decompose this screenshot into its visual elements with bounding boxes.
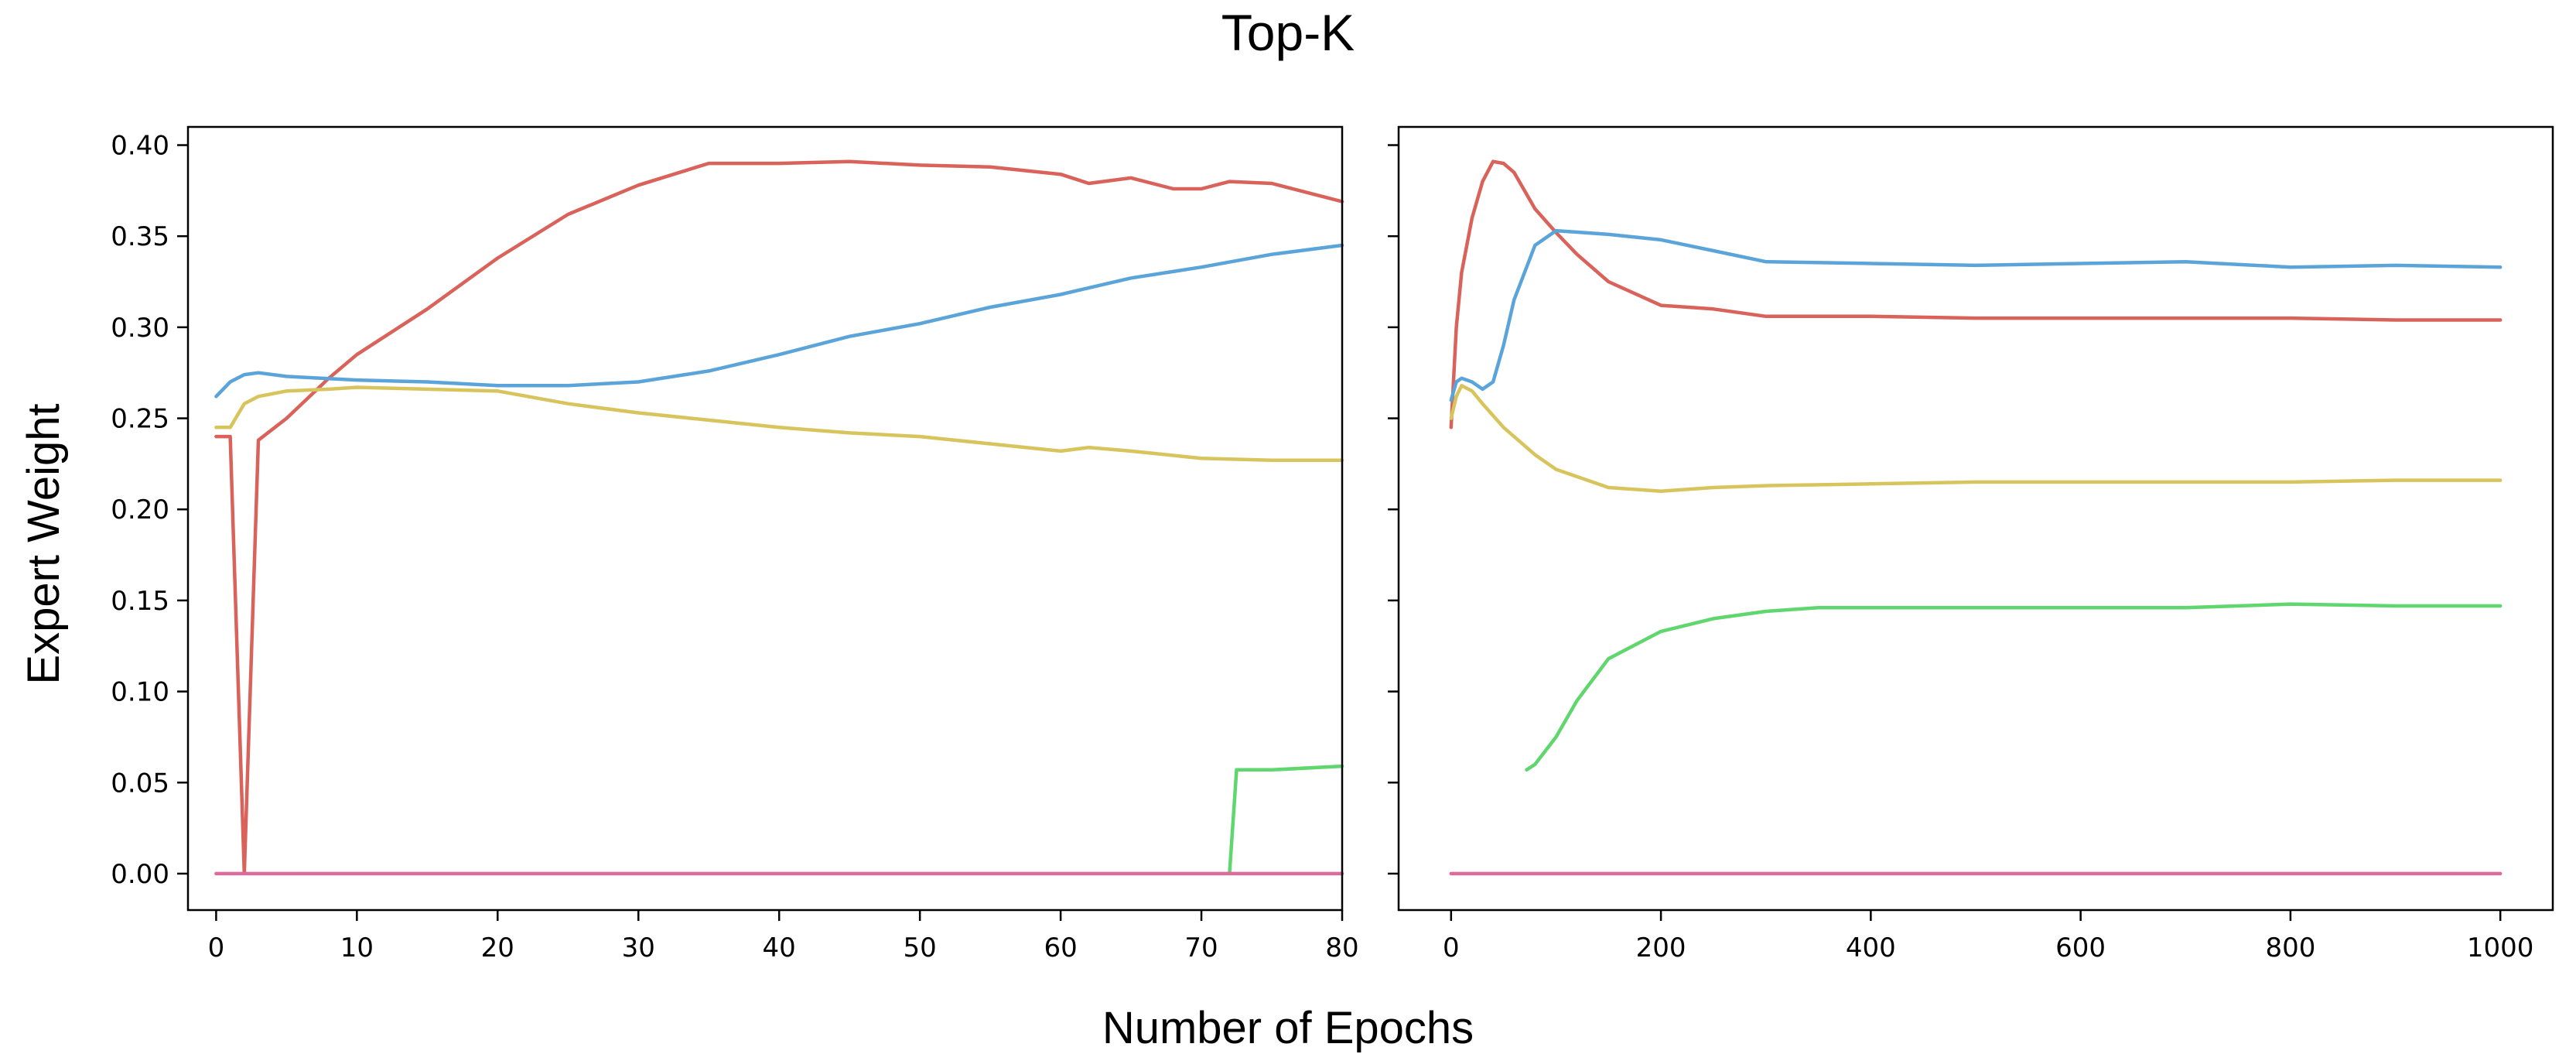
y-tick-label: 0.25: [111, 404, 169, 435]
series-line-4: [1228, 764, 1344, 876]
x-tick-label: 1000: [2467, 933, 2534, 963]
x-tick-label: 0: [1443, 933, 1460, 963]
x-tick-label: 30: [622, 933, 655, 963]
x-tick-label: 200: [1636, 933, 1686, 963]
series-line-4: [1525, 602, 2503, 772]
axes-frame: [186, 125, 1344, 912]
x-tick-label: 20: [481, 933, 514, 963]
x-tick-label: 10: [340, 933, 374, 963]
left-panel: 0 10 20 30 40 50 60 70 80 0.00 0.05 0.10 0.15 0.20 0.2…: [111, 125, 1359, 963]
series-line-3: [214, 385, 1344, 462]
x-tick-label: 80: [1325, 933, 1358, 963]
y-tick-label: 0.05: [111, 768, 169, 799]
y-tick-label: 0.10: [111, 677, 169, 708]
y-tick-label: 0.40: [111, 131, 169, 162]
x-tick-label: 0: [208, 933, 225, 963]
x-axis-label: Number of Epochs: [1102, 1003, 1474, 1053]
y-tick-label: 0.30: [111, 313, 169, 344]
series-line-3: [1449, 383, 2503, 493]
series-line-2: [214, 243, 1344, 399]
series-line-1: [214, 159, 1344, 876]
y-tick-label: 0.15: [111, 586, 169, 617]
y-tick-label: 0.00: [111, 859, 169, 890]
y-tick-label: 0.35: [111, 221, 169, 252]
x-tick-label: 60: [1044, 933, 1077, 963]
series-line-2: [1449, 228, 2503, 402]
right-panel: 0 200 400 600 800 1000: [1388, 125, 2554, 963]
series-line-1: [1449, 159, 2503, 429]
x-tick-label: 50: [904, 933, 937, 963]
x-tick-label: 600: [2055, 933, 2106, 963]
x-tick-label: 40: [763, 933, 796, 963]
x-tick-label: 400: [1846, 933, 1896, 963]
figure-title: Top-K: [1221, 4, 1355, 61]
y-tick-label: 0.20: [111, 494, 169, 525]
axes-frame: [1397, 125, 2554, 912]
y-axis-label: Expert Weight: [19, 403, 69, 684]
x-tick-label: 800: [2265, 933, 2315, 963]
x-tick-label: 70: [1184, 933, 1218, 963]
